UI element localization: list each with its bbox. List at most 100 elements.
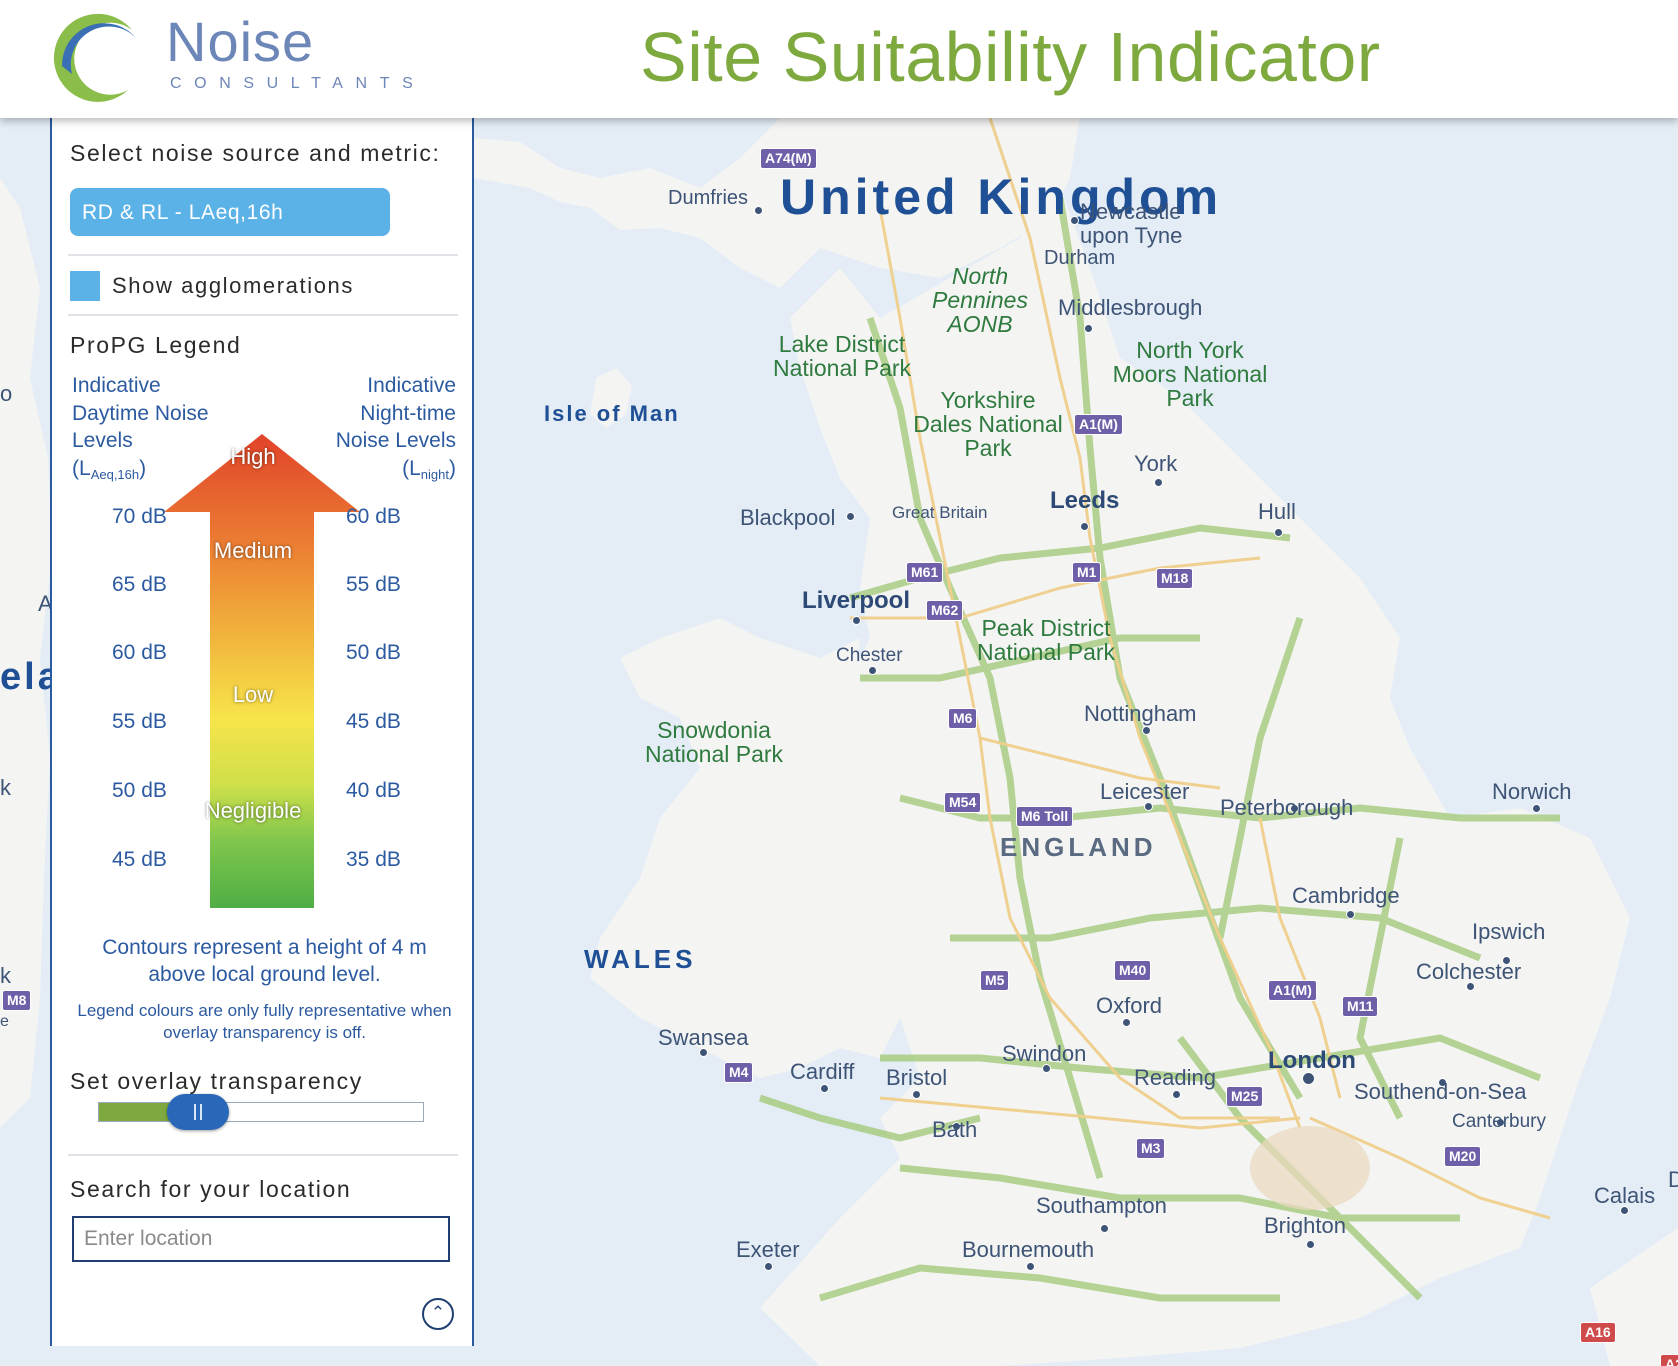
- city-dot: [1122, 1018, 1131, 1027]
- day-level-header: Indicative Daytime Noise Levels (LAeq,16…: [72, 374, 209, 482]
- city-dot: [754, 206, 763, 215]
- city-dot: [1496, 1118, 1505, 1127]
- map-edge-fragment: ela: [0, 656, 62, 698]
- road-shield: A16: [1580, 1322, 1616, 1343]
- map-label-united-kingdom: United Kingdom: [780, 169, 1223, 225]
- city-dot: [1100, 1224, 1109, 1233]
- map-label-park: Yorkshire Dales National Park: [913, 387, 1063, 462]
- metric-select-button[interactable]: RD & RL - LAeq,16h: [70, 188, 390, 236]
- arrow-label-medium: Medium: [213, 538, 293, 563]
- agglomerations-checkbox[interactable]: [70, 271, 100, 301]
- map-label-city: Colchester: [1416, 959, 1522, 984]
- divider: [68, 1154, 458, 1156]
- city-dot: [1302, 1072, 1315, 1085]
- road-shield: M5: [980, 970, 1010, 991]
- road-shield: M18: [1156, 568, 1194, 589]
- map-label-england: ENGLAND: [1000, 832, 1157, 862]
- transparency-slider-thumb[interactable]: [167, 1094, 229, 1130]
- city-dot: [699, 1048, 708, 1057]
- map-label-city: Norwich: [1492, 779, 1572, 804]
- map-label-city: London: [1268, 1047, 1356, 1074]
- arrow-label-negligible: Negligible: [204, 798, 302, 823]
- control-panel: Select noise source and metric: RD & RL …: [50, 118, 474, 1346]
- map-label-city: Newcastle upon Tyne: [1080, 199, 1183, 248]
- city-dot: [1172, 1090, 1181, 1099]
- map-label-city: Swindon: [1002, 1041, 1087, 1066]
- city-dot: [1620, 1206, 1629, 1215]
- road-shield: M20: [1444, 1146, 1482, 1167]
- agglomerations-label[interactable]: Show agglomerations: [112, 273, 354, 298]
- city-dot: [1144, 802, 1153, 811]
- map-label-city: Chester: [836, 645, 903, 666]
- city-dot: [1274, 528, 1283, 537]
- logo-subtitle: CONSULTANTS: [170, 75, 426, 92]
- legend-colour-note: Legend colours are only fully representa…: [77, 1001, 452, 1042]
- map-label-city: York: [1134, 451, 1178, 476]
- city-dot: [764, 1262, 773, 1271]
- map-edge-fragment: e: [0, 1013, 9, 1030]
- select-source-heading: Select noise source and metric:: [70, 140, 441, 166]
- road-shield: M61: [906, 562, 944, 583]
- map-label-city: Nottingham: [1084, 701, 1197, 726]
- map-label-city: Cardiff: [790, 1059, 855, 1084]
- map-label-city: Canterbury: [1452, 1111, 1546, 1132]
- night-level-value: 50 dB: [346, 641, 401, 664]
- night-level-value: 45 dB: [346, 710, 401, 733]
- city-dot: [1532, 804, 1541, 813]
- legend-title: ProPG Legend: [70, 332, 242, 358]
- map-label-city: Leeds: [1050, 487, 1120, 514]
- map-edge-fragment: k: [0, 963, 11, 988]
- arrow-label-low: Low: [232, 682, 274, 707]
- road-shield: M25: [1226, 1086, 1264, 1107]
- night-level-value: 35 dB: [346, 848, 401, 871]
- road-shield: M62: [926, 600, 964, 621]
- city-dot: [1142, 726, 1151, 735]
- road-shield: M6 Toll: [1016, 806, 1074, 827]
- map-label-city: Bournemouth: [962, 1237, 1095, 1262]
- road-shield: A1(M): [1074, 414, 1123, 435]
- road-shield: M8: [2, 990, 32, 1011]
- map-label-park: Peak District National Park: [976, 615, 1116, 666]
- map-label-city: Great Britain: [892, 503, 988, 522]
- divider: [68, 314, 458, 316]
- search-heading: Search for your location: [70, 1176, 352, 1202]
- city-dot: [1154, 478, 1163, 487]
- day-level-value: 50 dB: [112, 779, 167, 802]
- transparency-slider-track[interactable]: [98, 1102, 424, 1122]
- map-label-city: Reading: [1134, 1065, 1216, 1090]
- city-dot: [1466, 982, 1475, 991]
- road-shield: M3: [1136, 1138, 1166, 1159]
- map-edge-fragment: A: [38, 591, 53, 616]
- city-dot: [1502, 956, 1511, 965]
- map-label-city: Peterborough: [1220, 795, 1354, 820]
- day-level-value: 60 dB: [112, 641, 167, 664]
- map-label-wales: WALES: [584, 944, 697, 974]
- map-label-park: North York Moors National Park: [1112, 337, 1268, 412]
- day-level-value: 65 dB: [112, 573, 167, 596]
- map-label-city: Bristol: [886, 1065, 948, 1090]
- road-shield: M11: [1342, 996, 1379, 1017]
- day-level-value: 55 dB: [112, 710, 167, 733]
- city-dot: [1080, 522, 1089, 531]
- collapse-panel-button[interactable]: ⌃: [422, 1298, 454, 1330]
- map-label-city: Leicester: [1100, 779, 1190, 804]
- contour-note: Contours represent a height of 4 m above…: [102, 936, 427, 986]
- map-label-city: Ipswich: [1472, 919, 1546, 944]
- city-dot: [1306, 1240, 1315, 1249]
- map-label-city: Hull: [1258, 499, 1296, 524]
- map-label-city: Oxford: [1096, 993, 1163, 1018]
- map-label-park: Snowdonia National Park: [644, 717, 784, 768]
- map-label-park: Lake District National Park: [772, 331, 912, 382]
- city-dot: [1042, 1064, 1051, 1073]
- map-label-city: Bath: [932, 1117, 978, 1142]
- map-label-city: Blackpool: [740, 505, 836, 530]
- city-dot: [1084, 324, 1093, 333]
- map-label-city: Middlesbrough: [1058, 295, 1203, 320]
- night-level-header: Indicative Night-time Noise Levels (Lnig…: [335, 374, 456, 482]
- map-label-city: Liverpool: [802, 587, 911, 614]
- location-search-input[interactable]: [72, 1216, 450, 1262]
- road-shield: M6: [948, 708, 978, 729]
- map-label-city: Southend-on-Sea: [1354, 1079, 1527, 1104]
- map-label-city: Cambridge: [1292, 883, 1400, 908]
- map-label-city: Southampton: [1036, 1193, 1167, 1218]
